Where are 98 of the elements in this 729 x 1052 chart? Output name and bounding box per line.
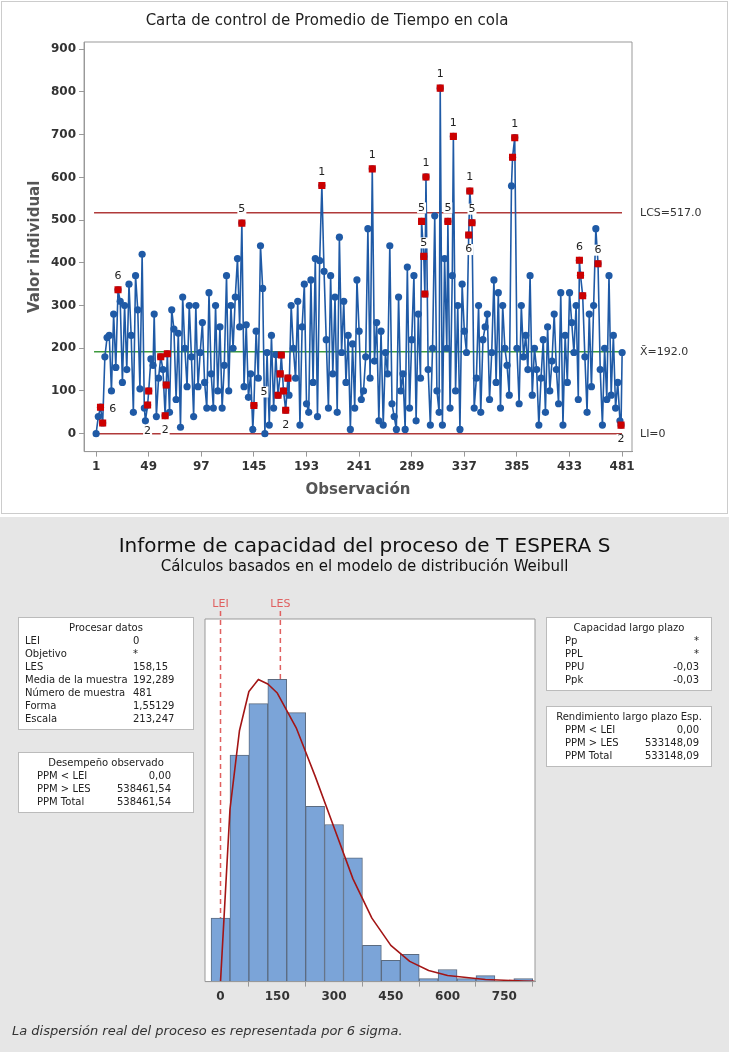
text: 0,00 [676, 724, 699, 735]
y-tick-label: 500 [50, 212, 77, 227]
annotation: 5 [260, 384, 268, 398]
text: 213,247 [133, 713, 175, 724]
annotation: 1 [368, 148, 376, 162]
annotation: 5 [444, 200, 452, 214]
annotation: 1 [466, 170, 474, 184]
annotation: 2 [282, 417, 290, 431]
text: 0 [133, 635, 140, 646]
annotation: 2 [617, 432, 625, 446]
y-tick-label: 300 [50, 297, 77, 312]
x-tick-label: 433 [557, 458, 583, 473]
annotation: 1 [422, 156, 430, 170]
annotation: 2 [161, 423, 169, 437]
x-tick-label: 300 [321, 988, 347, 1003]
category-label: Forma [25, 699, 58, 712]
ref-line-label: LEI [212, 597, 229, 611]
category-label: Número de muestra [25, 686, 127, 699]
annotation: 5 [418, 200, 426, 214]
text: Rendimiento largo plazo Esp. [555, 711, 703, 722]
text: 538461,54 [116, 796, 171, 807]
y-tick-label: 700 [50, 126, 77, 141]
text: La dispersión real del proceso es representada por 6 sigma. [12, 1023, 403, 1038]
annotation: 5 [420, 235, 428, 249]
annotation: 1 [318, 164, 326, 178]
x-tick-label: 450 [378, 988, 404, 1003]
annotation: 6 [114, 269, 122, 283]
text: * [694, 635, 699, 646]
y-tick-label: 200 [50, 340, 77, 355]
category-label: PPU [565, 660, 586, 673]
text: 538461,54 [116, 783, 171, 794]
category-label: PPL [565, 647, 584, 660]
x-tick-label: 145 [241, 458, 267, 473]
x-tick-label: 481 [609, 458, 635, 473]
annotation: 5 [238, 202, 246, 216]
text: 0,00 [148, 770, 171, 781]
y-tick-label: 900 [50, 41, 77, 56]
ref-line-label: LI=0 [640, 426, 666, 440]
x-tick-label: 0 [216, 988, 225, 1003]
y-tick-label: 800 [50, 84, 77, 99]
category-label: Objetivo [25, 647, 68, 660]
text: -0,03 [673, 674, 699, 685]
text: -0,03 [673, 661, 699, 672]
text: 533148,09 [644, 737, 699, 748]
chart-subtitle: Cálculos basados en el modelo de distribución Weibull [159, 557, 570, 575]
y-tick-label: 0 [67, 425, 77, 440]
annotation: 5 [468, 202, 476, 216]
category-label: PPM > LES [37, 782, 92, 795]
text: * [694, 648, 699, 659]
text: 1,55129 [133, 700, 175, 711]
annotation: 6 [594, 243, 602, 257]
text: Desempeño observado [47, 757, 165, 768]
y-tick-label: 100 [50, 383, 77, 398]
x-tick-label: 385 [504, 458, 530, 473]
category-label: PPM < LEI [37, 769, 89, 782]
text: 533148,09 [644, 750, 699, 761]
annotation: 1 [511, 117, 519, 131]
chart-title: Carta de control de Promedio de Tiempo en cola [145, 10, 509, 29]
text: 192,289 [133, 674, 175, 685]
category-label: PPM Total [37, 795, 86, 808]
x-tick-label: 337 [451, 458, 477, 473]
x-tick-label: 150 [264, 988, 290, 1003]
x-tick-label: 750 [491, 988, 517, 1003]
x-tick-label: 1 [91, 458, 101, 473]
ref-line-label: LES [270, 597, 291, 611]
x-tick-label: 193 [293, 458, 320, 473]
ref-line-label: X̄=192.0 [640, 344, 689, 358]
annotation: 6 [465, 242, 473, 256]
category-label: Ppk [565, 673, 585, 686]
text: 158,15 [133, 661, 168, 672]
chart-title: Informe de capacidad del proceso de T ESPERA S [117, 533, 612, 557]
category-label: PPM > LES [565, 736, 620, 749]
category-label: Media de la muestra [25, 673, 129, 686]
category-label: LEI [25, 634, 41, 647]
x-tick-label: 289 [399, 458, 425, 473]
category-label: Pp [565, 634, 579, 647]
text: 481 [133, 687, 153, 698]
x-tick-label: 97 [192, 458, 210, 473]
text: Capacidad largo plazo [572, 622, 686, 633]
annotation: 1 [436, 67, 444, 81]
y-axis-title: Valor individual [24, 180, 43, 313]
category-label: LES [25, 660, 45, 673]
x-tick-label: 600 [435, 988, 461, 1003]
annotation: 6 [109, 402, 117, 416]
text: * [133, 648, 138, 659]
x-axis-title: Observación [305, 479, 411, 498]
annotation: 1 [449, 115, 457, 129]
y-tick-label: 600 [50, 169, 77, 184]
category-label: PPM Total [565, 749, 614, 762]
text: Procesar datos [68, 622, 144, 633]
annotation: 2 [144, 424, 152, 438]
ref-line-label: LCS=517.0 [640, 205, 702, 219]
category-label: Escala [25, 712, 59, 725]
x-tick-label: 49 [140, 458, 158, 473]
annotation: 6 [575, 239, 583, 253]
x-tick-label: 241 [346, 458, 372, 473]
category-label: PPM < LEI [565, 723, 617, 736]
y-tick-label: 400 [50, 254, 77, 269]
